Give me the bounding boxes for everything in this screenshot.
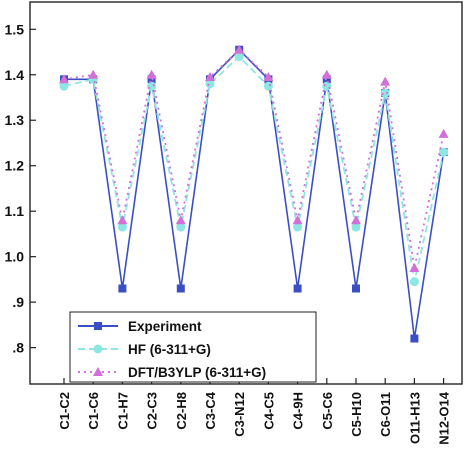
data-point bbox=[205, 72, 215, 82]
data-point bbox=[176, 284, 185, 293]
x-tick-label: C4-9H bbox=[291, 392, 306, 430]
y-tick-label: .8 bbox=[12, 340, 24, 356]
x-tick-label: C5-C6 bbox=[320, 392, 335, 430]
x-tick-label: C1-H7 bbox=[115, 392, 130, 430]
y-tick-label: .9 bbox=[12, 294, 24, 310]
data-point bbox=[263, 81, 273, 91]
data-point bbox=[439, 147, 449, 157]
data-point bbox=[146, 69, 157, 79]
data-point bbox=[88, 69, 99, 79]
data-point bbox=[380, 76, 391, 86]
data-point bbox=[409, 277, 419, 287]
data-point bbox=[351, 222, 361, 232]
data-point bbox=[380, 88, 390, 98]
data-point bbox=[117, 222, 127, 232]
data-point bbox=[117, 215, 128, 225]
data-point bbox=[59, 74, 69, 84]
legend-box bbox=[69, 311, 317, 383]
legend-label: HF (6-311+G) bbox=[128, 342, 211, 357]
legend-marker bbox=[93, 367, 103, 376]
data-point bbox=[293, 222, 303, 232]
x-tick-label: C1-C2 bbox=[57, 392, 72, 430]
series-line bbox=[64, 48, 445, 339]
data-point bbox=[263, 72, 274, 82]
data-point bbox=[321, 69, 332, 79]
legend-marker bbox=[94, 322, 102, 330]
x-tick-label: C3-C4 bbox=[203, 391, 218, 429]
legend-label: DFT/B3YLP (6-311+G) bbox=[128, 365, 266, 380]
x-tick-label: C4-C5 bbox=[261, 392, 276, 430]
data-point bbox=[352, 284, 360, 293]
x-axis-ticks: C1-C2 C1-C6 C1-H7 C2-C3 C2-H8 C3-C4 C3-N12 C4-C… bbox=[57, 378, 452, 445]
data-point bbox=[409, 263, 420, 273]
x-tick-label: N12-O14 bbox=[437, 391, 452, 445]
x-tick-label: C6-O11 bbox=[378, 392, 393, 437]
x-tick-label: C3-N12 bbox=[232, 392, 247, 437]
y-tick-label: 1.1 bbox=[5, 203, 25, 219]
x-tick-label: C2-H8 bbox=[174, 392, 189, 430]
x-tick-label: C5-H10 bbox=[349, 392, 364, 437]
y-tick-label: 1.4 bbox=[5, 67, 25, 83]
plot-area bbox=[29, 1, 463, 385]
data-point bbox=[205, 79, 215, 89]
data-point bbox=[351, 215, 361, 225]
legend: Experiment HF (6-311+G) DFT/B3YLP (6-311+G… bbox=[69, 311, 317, 383]
data-point bbox=[322, 81, 332, 91]
data-point bbox=[118, 284, 127, 293]
data-point bbox=[292, 215, 303, 225]
x-tick-label: C1-C6 bbox=[86, 392, 101, 430]
y-tick-label: 1.5 bbox=[5, 21, 25, 37]
x-tick-label: O11-H13 bbox=[407, 392, 422, 444]
data-point bbox=[234, 52, 244, 62]
plot-frame bbox=[29, 1, 463, 385]
y-axis-ticks: .8 .9 1.0 1.1 1.2 1.3 1.4 1.5 bbox=[5, 21, 36, 356]
data-point bbox=[175, 215, 186, 225]
data-point bbox=[234, 44, 245, 54]
series-line bbox=[63, 55, 445, 282]
data-point bbox=[410, 334, 419, 343]
series-0 bbox=[60, 45, 448, 343]
y-tick-label: 1.2 bbox=[5, 158, 25, 174]
x-tick-label: C2-C3 bbox=[145, 392, 160, 430]
data-point bbox=[293, 284, 302, 293]
series-2 bbox=[59, 44, 449, 273]
data-point bbox=[176, 222, 186, 232]
series-layer bbox=[59, 44, 449, 343]
y-tick-label: 1.3 bbox=[5, 112, 25, 128]
data-point bbox=[438, 128, 449, 138]
y-tick-label: 1.0 bbox=[5, 249, 25, 265]
legend-marker bbox=[93, 344, 103, 354]
data-point bbox=[147, 81, 157, 91]
data-point bbox=[59, 81, 69, 91]
legend-label: Experiment bbox=[128, 319, 202, 334]
